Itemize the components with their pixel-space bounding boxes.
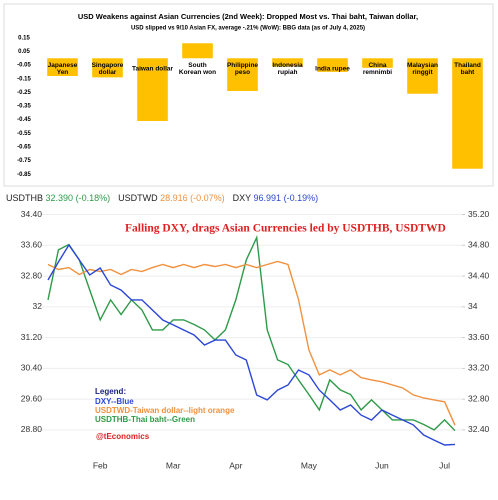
series-change: (-0.18%) xyxy=(75,193,111,203)
annotation: Falling DXY, drags Asian Currencies led … xyxy=(125,223,446,235)
series-last: 96.991 xyxy=(253,193,282,203)
bar xyxy=(452,58,483,169)
legend-line: DXY--Blue xyxy=(95,397,134,406)
bar xyxy=(272,58,303,67)
x-category-label: Malaysian ringgit xyxy=(406,62,439,76)
x-category-label: Thailand baht xyxy=(454,62,481,76)
bar xyxy=(362,58,393,68)
legend-heading: Legend: xyxy=(95,387,126,396)
x-tick-label: May xyxy=(301,460,318,470)
y-tick-label: -0.45 xyxy=(17,117,31,123)
bar xyxy=(227,58,258,91)
x-category-label: China remnimbi xyxy=(362,62,393,76)
x-tick-label: Mar xyxy=(166,460,181,470)
series-name: USDTWD xyxy=(118,193,158,203)
x-category-label: Indonesia rupiah xyxy=(272,62,303,76)
y-tick-label: 0.05 xyxy=(18,49,30,55)
y-tick-label: -0.25 xyxy=(17,90,31,96)
y-tick-label: -0.35 xyxy=(17,104,31,110)
series-change: (-0.19%) xyxy=(283,193,319,203)
series-change: (-0.07%) xyxy=(190,193,225,203)
y-tick-label: -0.75 xyxy=(17,158,31,164)
series-name: DXY xyxy=(232,193,252,203)
y-tick-label: 32 xyxy=(33,301,43,311)
y-tick-label: 34.40 xyxy=(21,209,43,219)
bar xyxy=(182,43,213,59)
y2-tick-label: 32.80 xyxy=(468,393,490,403)
x-tick-label: Jul xyxy=(439,460,450,470)
y2-tick-label: 34 xyxy=(468,301,478,311)
y-tick-label: 33.60 xyxy=(21,240,43,250)
series-header: USDTHB 32.390 (-0.18%) USDTWD 28.916 (-0.… xyxy=(6,193,326,203)
x-category-label: Taiwan dollar xyxy=(131,65,174,73)
y2-tick-label: 34.80 xyxy=(468,240,490,250)
series-line xyxy=(47,243,456,446)
series-line xyxy=(47,260,456,426)
x-category-label: South Korean won xyxy=(178,62,217,76)
bar xyxy=(317,58,348,72)
bar xyxy=(47,58,78,76)
y2-tick-label: 32.40 xyxy=(468,424,490,434)
series-last: 32.390 xyxy=(45,193,74,203)
header-item: USDTHB 32.390 (-0.18%) xyxy=(6,193,110,203)
bar-chart-frame xyxy=(3,3,494,187)
x-category-label: India rupee xyxy=(315,65,350,73)
bar-title: USD Weakens against Asian Currencies (2n… xyxy=(78,12,418,21)
x-category-label: Japanese Yen xyxy=(47,62,78,76)
y2-tick-label: 33.60 xyxy=(468,332,490,342)
y-tick-label: 28.80 xyxy=(21,424,43,434)
x-tick-label: Apr xyxy=(229,460,242,470)
y-tick-label: 29.60 xyxy=(21,393,43,403)
y-tick-label: -0.85 xyxy=(17,172,31,178)
series-name: USDTHB xyxy=(6,193,44,203)
y-tick-label: 31.20 xyxy=(21,332,43,342)
y-tick-label: 0.15 xyxy=(18,35,30,41)
y-tick-label: -0.55 xyxy=(17,131,31,137)
legend-line: USDTHB-Thai baht--Green xyxy=(95,415,195,424)
x-category-label: Singapore dollar xyxy=(91,62,124,76)
y-tick-label: -0.15 xyxy=(17,76,31,82)
series-last: 28.916 xyxy=(160,193,188,203)
bar xyxy=(407,58,438,94)
bar-subtitle: USD slipped vs 9/10 Asian FX, average -.… xyxy=(131,26,365,32)
y-tick-label: 32.80 xyxy=(21,270,43,280)
credit: @tEconomics xyxy=(96,432,150,441)
y-tick-label: -0.65 xyxy=(17,144,31,150)
header-item: DXY 96.991 (-0.19%) xyxy=(233,193,318,203)
bar xyxy=(92,58,123,78)
series-line xyxy=(47,235,456,432)
x-category-label: Philippine peso xyxy=(226,62,259,76)
header-item: USDTWD 28.916 (-0.07%) xyxy=(118,193,225,203)
x-tick-label: Feb xyxy=(93,460,108,470)
y-tick-label: 30.40 xyxy=(21,363,43,373)
bar xyxy=(137,58,168,121)
legend-line: USDTWD-Taiwan dollar--light orange xyxy=(95,406,235,415)
y-tick-label: -0.05 xyxy=(17,63,31,69)
y2-tick-label: 33.20 xyxy=(468,363,490,373)
y2-tick-label: 35.20 xyxy=(468,209,490,219)
x-tick-label: Jun xyxy=(375,460,389,470)
y2-tick-label: 34.40 xyxy=(468,270,490,280)
